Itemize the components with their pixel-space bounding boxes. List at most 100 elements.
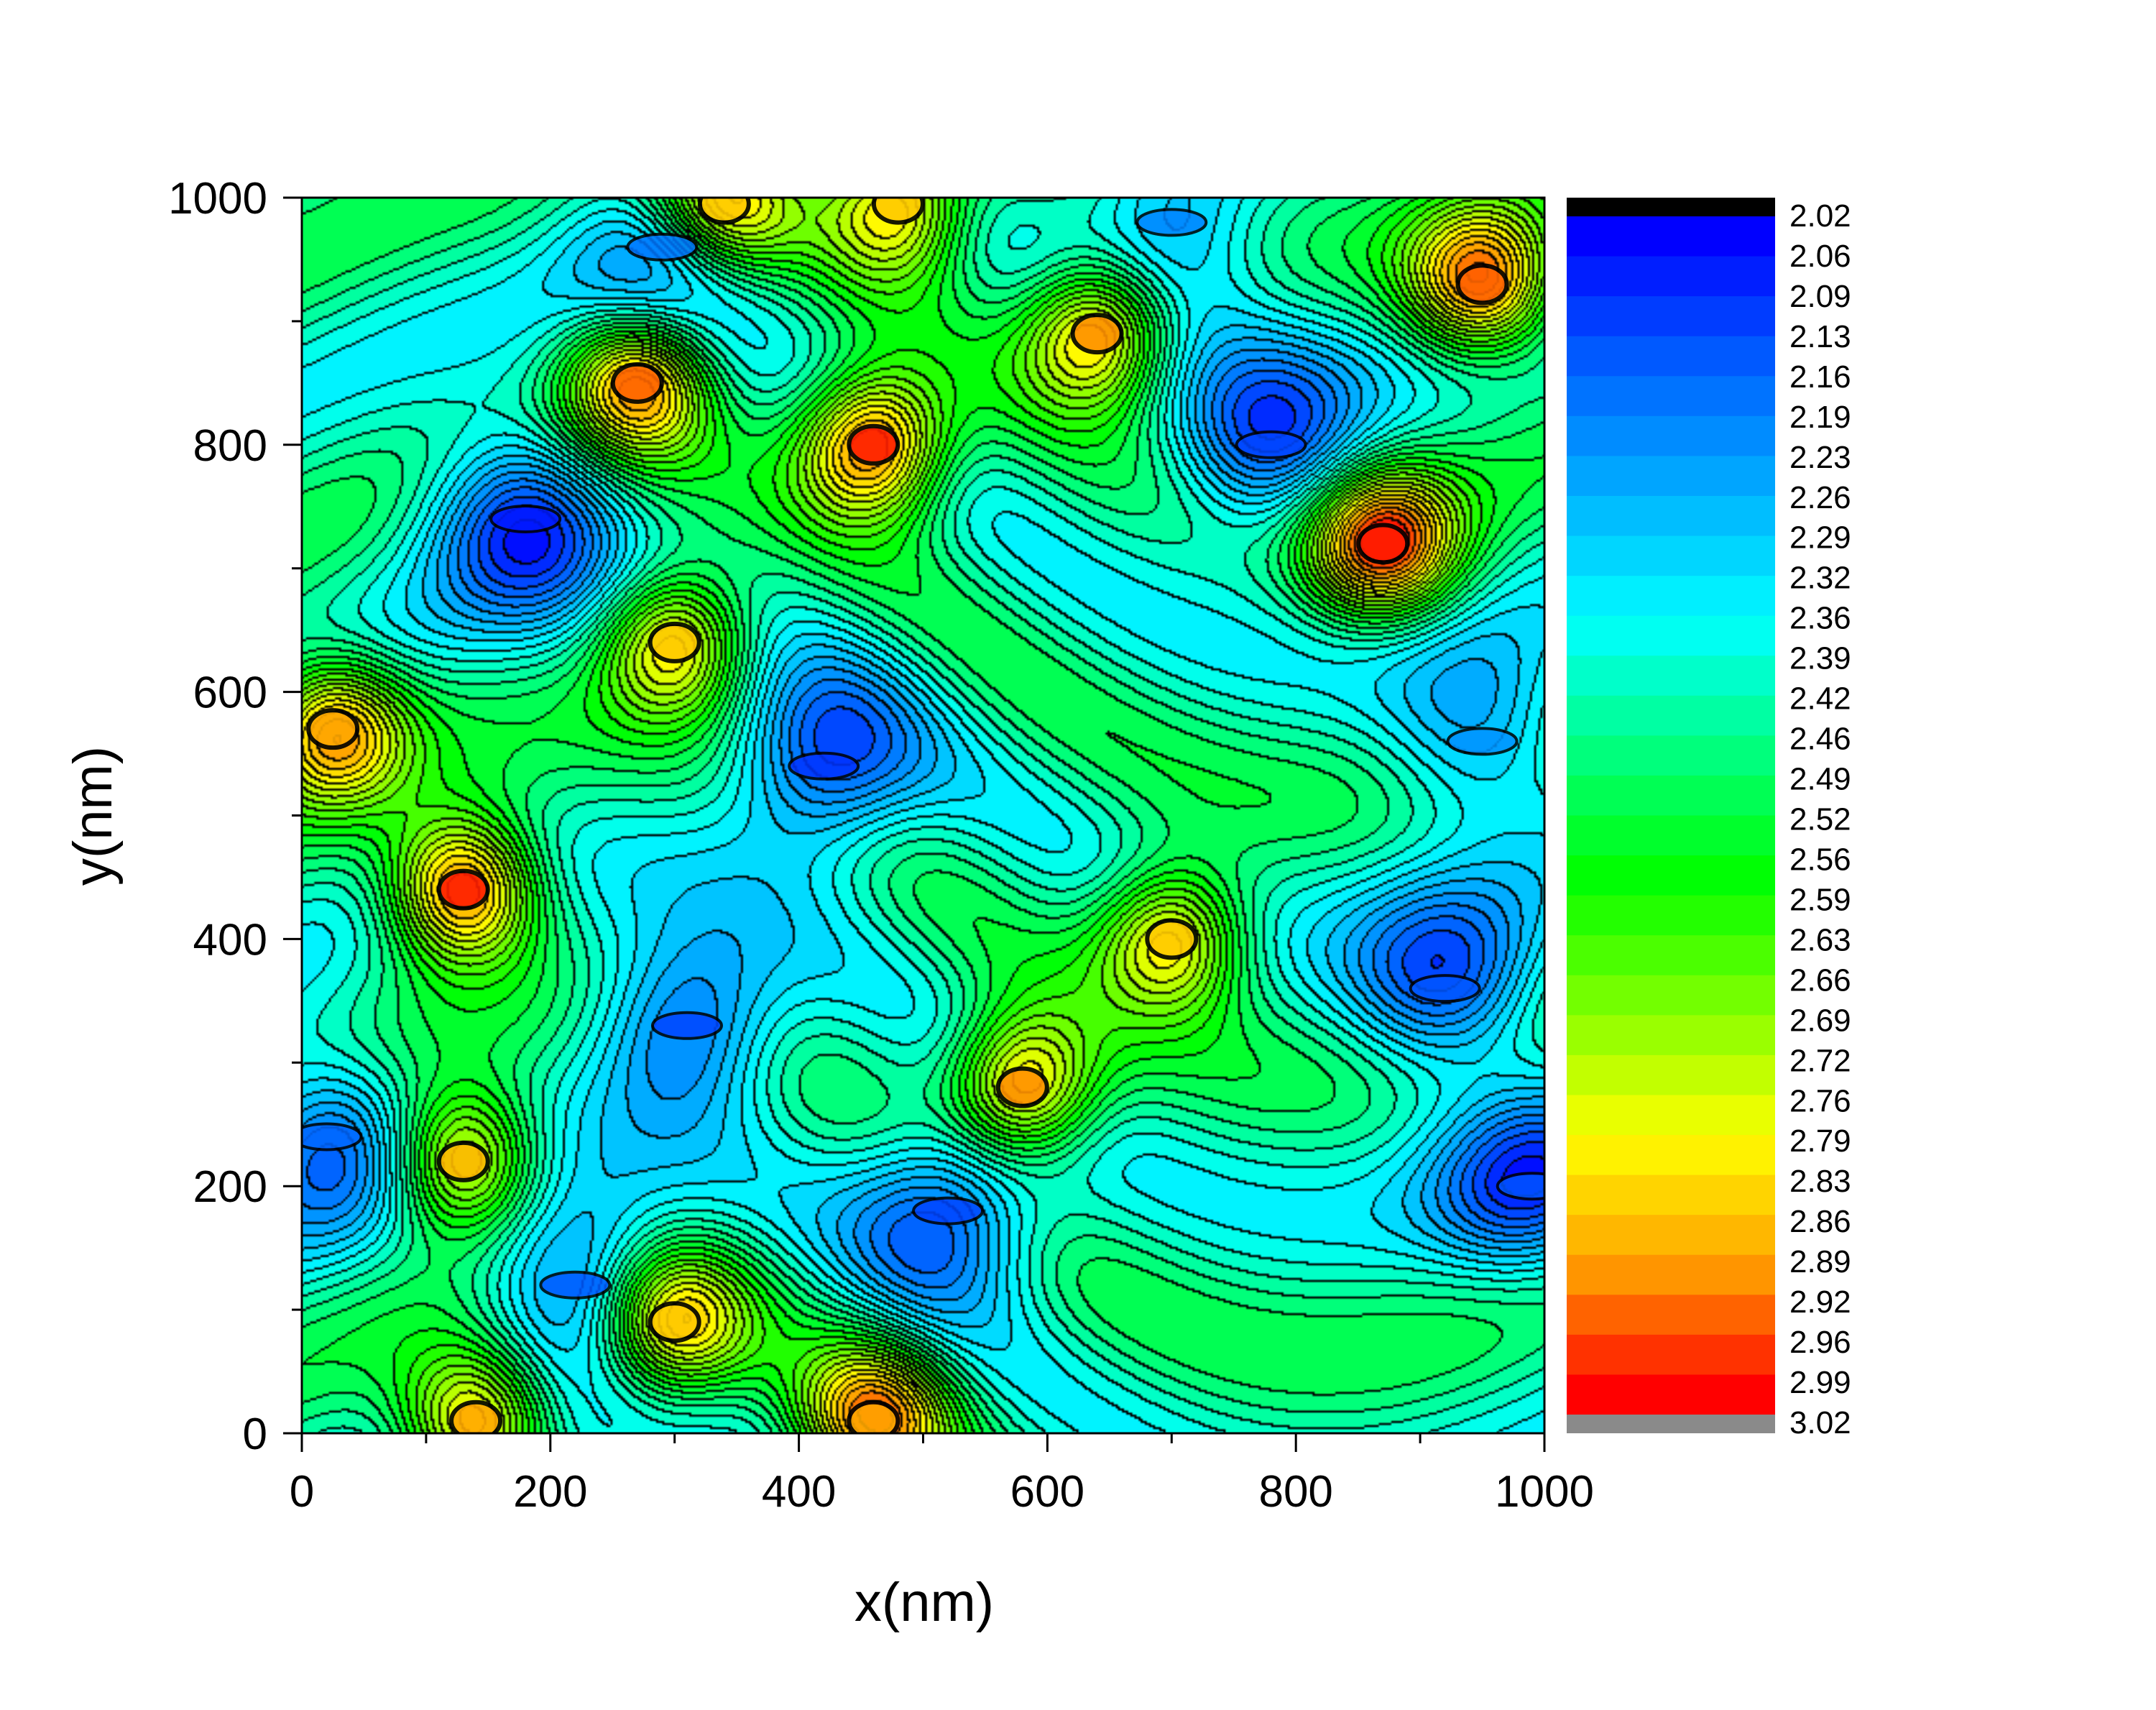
maximum-mark-15 — [871, 198, 925, 225]
colorbar-swatch — [1567, 935, 1775, 976]
x-tick-label: 400 — [762, 1467, 836, 1517]
maximum-mark-7 — [847, 1399, 900, 1433]
colorbar-level-label: 2.09 — [1789, 279, 1851, 314]
maximum-mark-13 — [1145, 918, 1199, 960]
minimum-mark-0 — [489, 504, 562, 533]
colorbar-level-label: 2.19 — [1789, 400, 1851, 435]
colorbar-level-label: 2.52 — [1789, 802, 1851, 837]
maximum-mark-8 — [449, 1399, 503, 1433]
colorbar-level-label: 2.39 — [1789, 641, 1851, 676]
y-tick-label: 200 — [193, 1162, 267, 1212]
minimum-mark-1 — [788, 751, 860, 781]
x-tick-label: 600 — [1010, 1467, 1084, 1517]
maximum-mark-4 — [1455, 263, 1509, 305]
maximum-mark-3 — [610, 362, 664, 404]
colorbar-swatch — [1567, 1095, 1775, 1136]
colorbar-swatch — [1567, 656, 1775, 697]
colorbar-level-label: 2.86 — [1789, 1204, 1851, 1239]
colorbar-level-label: 2.66 — [1789, 962, 1851, 998]
maximum-mark-1 — [847, 423, 900, 466]
colorbar-swatch — [1567, 336, 1775, 377]
colorbar-level-label: 2.13 — [1789, 319, 1851, 354]
colorbar-level-label: 2.83 — [1789, 1164, 1851, 1199]
colorbar-swatch — [1567, 576, 1775, 617]
colorbar-swatch — [1567, 975, 1775, 1016]
colorbar-level-label: 2.42 — [1789, 681, 1851, 717]
maximum-mark-12 — [648, 1301, 701, 1343]
colorbar-swatch — [1567, 1215, 1775, 1256]
colorbar-swatch — [1567, 815, 1775, 856]
minimum-mark-5 — [1235, 430, 1307, 459]
colorbar-level-label: 2.46 — [1789, 722, 1851, 757]
colorbar-swatch — [1567, 1054, 1775, 1096]
colorbar-swatch — [1567, 495, 1775, 537]
colorbar-swatch — [1567, 1295, 1775, 1336]
y-tick-label: 0 — [243, 1410, 267, 1459]
colorbar-swatch — [1567, 1374, 1775, 1415]
colorbar-swatch — [1567, 1015, 1775, 1056]
colorbar-level-label: 3.02 — [1789, 1405, 1851, 1440]
colorbar-level-label: 2.32 — [1789, 561, 1851, 596]
colorbar-swatch — [1567, 615, 1775, 656]
x-tick-label: 0 — [290, 1467, 314, 1517]
y-axis-title: y(nm) — [63, 746, 124, 886]
colorbar-level-label: 2.79 — [1789, 1123, 1851, 1159]
colorbar-swatch — [1567, 415, 1775, 456]
colorbar-level-label: 2.06 — [1789, 239, 1851, 274]
plot-area — [300, 196, 1546, 1435]
colorbar-level-label: 2.99 — [1789, 1365, 1851, 1400]
colorbar-swatch — [1567, 1254, 1775, 1295]
maximum-mark-5 — [1070, 313, 1124, 355]
colorbar-swatch — [1567, 535, 1775, 576]
colorbar-level-label: 2.36 — [1789, 601, 1851, 636]
x-axis-title: x(nm) — [854, 1572, 994, 1633]
minimum-mark-3 — [912, 1196, 985, 1226]
colorbar-swatch — [1567, 775, 1775, 817]
minimum-mark-7 — [1496, 1172, 1544, 1201]
colorbar-level-label: 2.29 — [1789, 520, 1851, 556]
maximum-mark-14 — [697, 198, 751, 225]
x-tick-label: 800 — [1258, 1467, 1332, 1517]
y-tick-label: 1000 — [168, 174, 267, 224]
colorbar-level-label: 2.59 — [1789, 882, 1851, 917]
colorbar-level-label: 2.89 — [1789, 1244, 1851, 1279]
colorbar-swatch — [1567, 216, 1775, 257]
minimum-mark-10 — [1135, 208, 1208, 237]
colorbar-level-label: 2.16 — [1789, 359, 1851, 395]
maximum-mark-9 — [436, 1140, 490, 1182]
colorbar-swatch — [1567, 296, 1775, 337]
colorbar-swatch — [1567, 376, 1775, 417]
maximum-mark-2 — [1356, 523, 1410, 565]
colorbar-swatch — [1567, 735, 1775, 776]
colorbar-level-label: 2.23 — [1789, 440, 1851, 475]
colorbar-level-label: 2.96 — [1789, 1325, 1851, 1360]
colorbar-level-label: 2.76 — [1789, 1083, 1851, 1118]
contour-field — [302, 198, 1544, 1433]
colorbar-swatch — [1567, 1175, 1775, 1215]
maximum-mark-10 — [648, 621, 701, 663]
colorbar-cap-bottom — [1567, 1415, 1775, 1433]
minimum-mark-6 — [1409, 974, 1481, 1003]
colorbar-swatch — [1567, 695, 1775, 736]
minimum-mark-2 — [650, 1011, 723, 1040]
colorbar-swatch — [1567, 256, 1775, 297]
colorbar-level-label: 2.49 — [1789, 762, 1851, 797]
minimum-mark-11 — [1446, 727, 1519, 756]
colorbar-swatch — [1567, 456, 1775, 497]
x-tick-label: 200 — [513, 1467, 587, 1517]
colorbar-level-label: 2.63 — [1789, 922, 1851, 957]
minimum-mark-8 — [302, 1122, 363, 1152]
x-axis: 0 200 400 600 800 1000 — [290, 1433, 1594, 1517]
colorbar-level-label: 2.02 — [1789, 198, 1851, 234]
maximum-mark-11 — [306, 708, 360, 750]
y-axis: 0 200 400 600 800 1000 — [168, 174, 302, 1459]
colorbar-swatch — [1567, 895, 1775, 936]
colorbar-swatch — [1567, 1334, 1775, 1376]
minimum-mark-9 — [626, 232, 699, 262]
colorbar-level-label: 2.26 — [1789, 480, 1851, 515]
maximum-mark-6 — [995, 1066, 1049, 1108]
y-tick-label: 800 — [193, 421, 267, 471]
minimum-mark-4 — [539, 1270, 612, 1300]
colorbar-level-label: 2.92 — [1789, 1284, 1851, 1320]
